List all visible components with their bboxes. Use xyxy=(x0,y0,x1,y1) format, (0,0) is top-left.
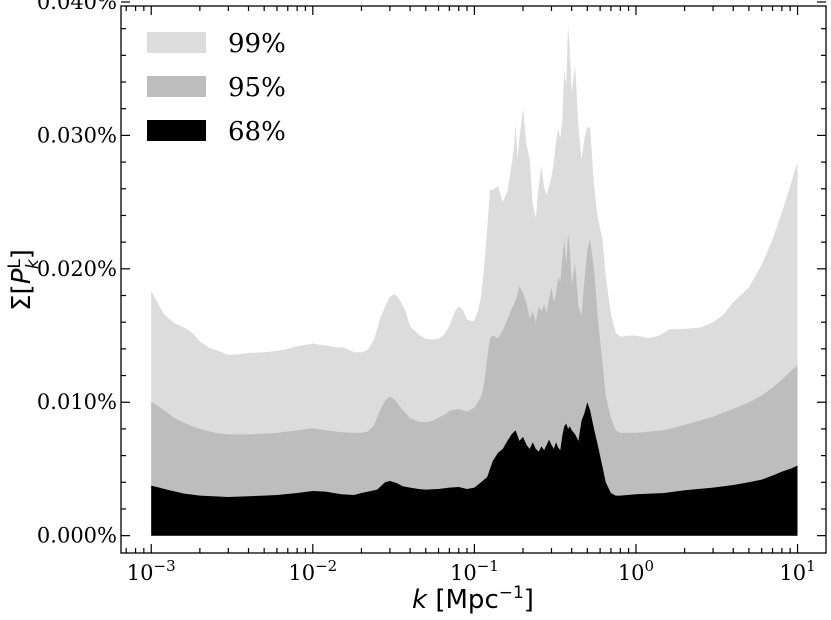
x-tick-labels: 10−3 10−2 10−1 100 101 xyxy=(127,557,816,585)
x-tick-label: 101 xyxy=(779,557,815,585)
x-axis-label: k [Mpc−1] xyxy=(412,583,534,615)
area-series-1 xyxy=(151,24,798,536)
y-tick-label: 0.010% xyxy=(37,390,117,414)
legend-label: 68% xyxy=(228,117,286,147)
y-tick-label: 0.020% xyxy=(37,257,117,281)
x-tick-label: 100 xyxy=(618,557,654,585)
area-series-2 xyxy=(151,234,798,536)
y-tick-labels: 0.000% 0.010% 0.020% 0.030% 0.040% xyxy=(37,0,117,548)
axes-frame xyxy=(120,5,827,554)
legend-label: 99% xyxy=(228,29,286,59)
y-tick-label: 0.000% xyxy=(37,524,117,548)
y-tick-label: 0.030% xyxy=(37,123,117,147)
legend-swatch xyxy=(147,76,206,97)
x-tick-label: 10−3 xyxy=(127,557,176,585)
legend-swatch xyxy=(147,120,206,141)
tick-marks xyxy=(121,1,826,553)
y-tick-label: 0.040% xyxy=(37,0,117,14)
legend-swatch xyxy=(147,32,206,53)
y-axis-label: Σ[PLk] xyxy=(5,249,43,311)
x-tick-label: 10−2 xyxy=(288,557,337,585)
area-series-group xyxy=(151,24,798,536)
legend-label: 95% xyxy=(228,73,286,103)
plot-area xyxy=(151,24,798,536)
x-tick-label: 10−1 xyxy=(450,557,499,585)
legend: 99% 95% 68% xyxy=(147,29,286,147)
area-series-3 xyxy=(151,402,798,536)
